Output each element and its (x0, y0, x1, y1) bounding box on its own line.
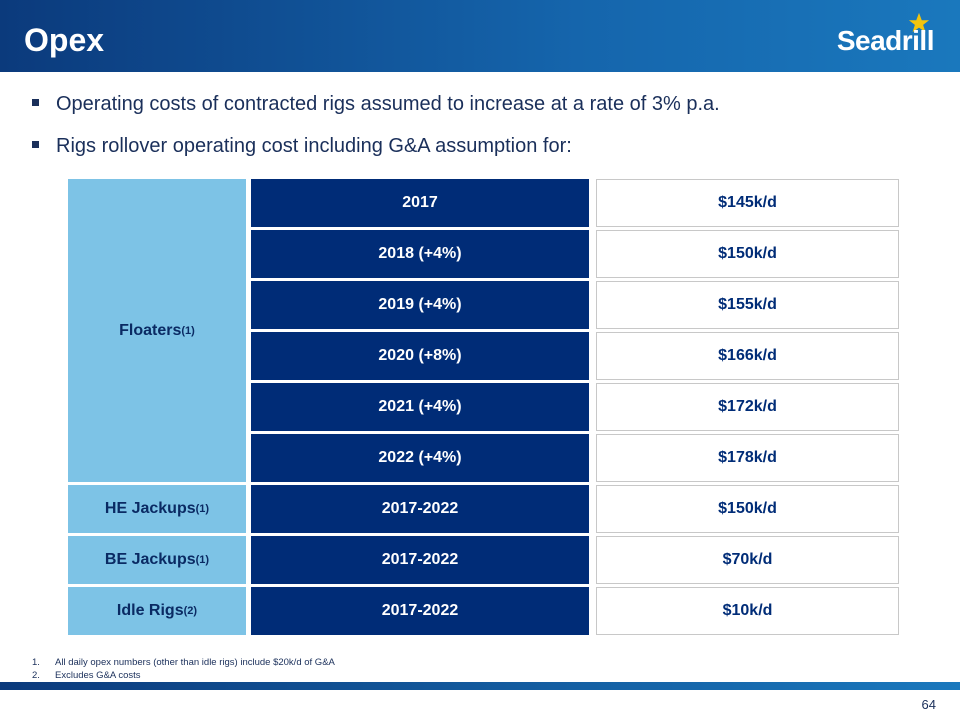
cost-cell: $155k/d (596, 281, 899, 329)
cost-cell: $10k/d (596, 587, 899, 635)
period-cell: 2018 (+4%) (251, 230, 589, 278)
cost-cell: $150k/d (596, 230, 899, 278)
period-cell: 2020 (+8%) (251, 332, 589, 380)
rig-type-cell: Floaters (1) (68, 179, 246, 482)
period-cell: 2017-2022 (251, 485, 589, 533)
period-cell: 2017 (251, 179, 589, 227)
rig-type-cell: BE Jackups (1) (68, 536, 246, 584)
rig-type-cell: HE Jackups (1) (68, 485, 246, 533)
bullet-square-icon (32, 99, 39, 107)
period-cell: 2019 (+4%) (251, 281, 589, 329)
rig-type-cell: Idle Rigs (2) (68, 587, 246, 635)
period-cell: 2022 (+4%) (251, 434, 589, 482)
cost-cell: $178k/d (596, 434, 899, 482)
star-icon (908, 12, 930, 33)
period-cell: 2021 (+4%) (251, 383, 589, 431)
footnote-2: 2. Excludes G&A costs (32, 670, 141, 681)
period-cell: 2017-2022 (251, 587, 589, 635)
period-cell: 2017-2022 (251, 536, 589, 584)
bullet-square-icon (32, 141, 39, 149)
cost-cell: $172k/d (596, 383, 899, 431)
cost-cell: $166k/d (596, 332, 899, 380)
footnote-1: 1. All daily opex numbers (other than idl… (32, 657, 335, 668)
header-bar: Opex Seadrill (0, 0, 960, 72)
bullet-1: Operating costs of contracted rigs assum… (32, 92, 720, 116)
cost-cell: $150k/d (596, 485, 899, 533)
cost-cell: $70k/d (596, 536, 899, 584)
seadrill-logo: Seadrill (836, 25, 935, 56)
page-number: 64 (921, 697, 936, 712)
footer-band (0, 682, 960, 690)
bullet-2: Rigs rollover operating cost including G… (32, 134, 572, 158)
page-title: Opex (24, 22, 105, 58)
cost-cell: $145k/d (596, 179, 899, 227)
